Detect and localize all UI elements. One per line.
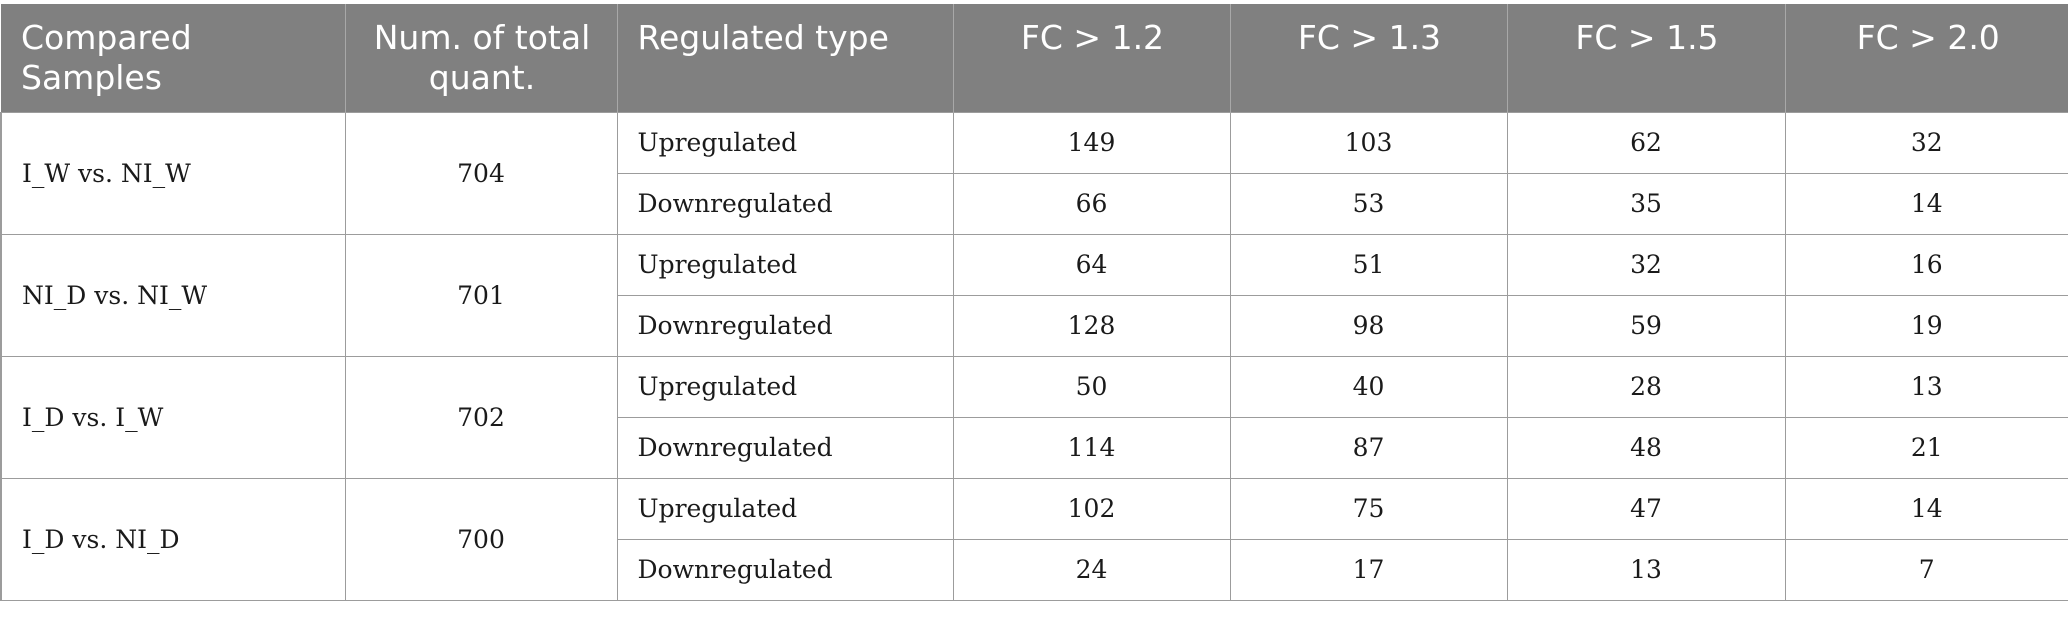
fc-1-2-cell: 128 xyxy=(952,294,1231,357)
total-quant-cell: 701 xyxy=(344,233,618,357)
regulated-type-cell: Downregulated xyxy=(616,416,954,479)
fc-1-3-cell: 53 xyxy=(1229,172,1508,235)
fc-1-2-cell: 66 xyxy=(952,172,1231,235)
fc-1-5-cell: 47 xyxy=(1506,477,1786,540)
fc-1-2-cell: 24 xyxy=(952,538,1231,601)
fc-1-2-cell: 64 xyxy=(952,233,1231,296)
table-row: I_D vs. NI_D 700 Upregulated 102 75 47 1… xyxy=(0,477,2068,601)
fc-1-5-cell: 62 xyxy=(1506,111,1786,174)
header-regulated-type: Regulated type xyxy=(616,4,953,112)
compared-samples-cell: I_D vs. NI_D xyxy=(0,477,346,601)
regulated-type-cell: Upregulated xyxy=(616,355,954,418)
fc-1-2-cell: 50 xyxy=(952,355,1231,418)
fc-2-0-cell: 7 xyxy=(1784,538,2068,601)
regulated-type-cell: Upregulated xyxy=(616,111,954,174)
fc-1-5-cell: 59 xyxy=(1506,294,1786,357)
header-fc-1-3: FC > 1.3 xyxy=(1229,4,1507,112)
header-fc-1-5: FC > 1.5 xyxy=(1506,4,1785,112)
fc-2-0-cell: 13 xyxy=(1784,355,2068,418)
fc-1-5-cell: 48 xyxy=(1506,416,1786,479)
total-quant-cell: 704 xyxy=(344,111,618,235)
regulated-type-cell: Upregulated xyxy=(616,477,954,540)
regulated-proteins-table: Compared Samples Num. of total quant. Re… xyxy=(0,4,2068,601)
fc-2-0-cell: 14 xyxy=(1784,172,2068,235)
fc-1-5-cell: 28 xyxy=(1506,355,1786,418)
fc-2-0-cell: 14 xyxy=(1784,477,2068,540)
header-compared-samples: Compared Samples xyxy=(1,4,345,112)
fc-1-5-cell: 35 xyxy=(1506,172,1786,235)
total-quant-cell: 702 xyxy=(344,355,618,479)
fc-2-0-cell: 19 xyxy=(1784,294,2068,357)
fc-1-3-cell: 98 xyxy=(1229,294,1508,357)
table-row: Downregulated 114 87 48 21 xyxy=(1,416,2068,479)
regulated-type-cell: Upregulated xyxy=(616,233,954,296)
header-fc-1-2: FC > 1.2 xyxy=(952,4,1230,112)
fc-1-2-cell: 114 xyxy=(952,416,1231,479)
compared-samples-cell: I_W vs. NI_W xyxy=(0,111,346,235)
fc-1-2-cell: 149 xyxy=(952,111,1231,174)
results-table-container: Compared Samples Num. of total quant. Re… xyxy=(0,4,2068,601)
fc-2-0-cell: 21 xyxy=(1784,416,2068,479)
fc-2-0-cell: 16 xyxy=(1784,233,2068,296)
fc-1-3-cell: 75 xyxy=(1229,477,1508,540)
table-header-row: Compared Samples Num. of total quant. Re… xyxy=(1,4,2068,112)
fc-1-3-cell: 40 xyxy=(1229,355,1508,418)
regulated-type-cell: Downregulated xyxy=(616,172,954,235)
fc-1-3-cell: 103 xyxy=(1229,111,1508,174)
compared-samples-cell: NI_D vs. NI_W xyxy=(0,233,346,357)
table-row: I_D vs. I_W 702 Upregulated 50 40 28 13 xyxy=(0,355,2068,479)
header-total-quant: Num. of total quant. xyxy=(344,4,617,112)
table-row: Downregulated 24 17 13 7 xyxy=(1,538,2068,601)
fc-2-0-cell: 32 xyxy=(1784,111,2068,174)
regulated-type-cell: Downregulated xyxy=(616,294,954,357)
fc-1-3-cell: 87 xyxy=(1229,416,1508,479)
fc-1-3-cell: 51 xyxy=(1229,233,1508,296)
table-row: NI_D vs. NI_W 701 Upregulated 64 51 32 1… xyxy=(0,233,2068,357)
table-row: Downregulated 128 98 59 19 xyxy=(1,294,2068,357)
header-fc-2-0: FC > 2.0 xyxy=(1784,4,2068,112)
table-row: I_W vs. NI_W 704 Upregulated 149 103 62 … xyxy=(0,111,2068,235)
regulated-type-cell: Downregulated xyxy=(616,538,954,601)
compared-samples-cell: I_D vs. I_W xyxy=(0,355,346,479)
fc-1-3-cell: 17 xyxy=(1229,538,1508,601)
fc-1-2-cell: 102 xyxy=(952,477,1231,540)
fc-1-5-cell: 32 xyxy=(1506,233,1786,296)
total-quant-cell: 700 xyxy=(344,477,618,601)
fc-1-5-cell: 13 xyxy=(1506,538,1786,601)
